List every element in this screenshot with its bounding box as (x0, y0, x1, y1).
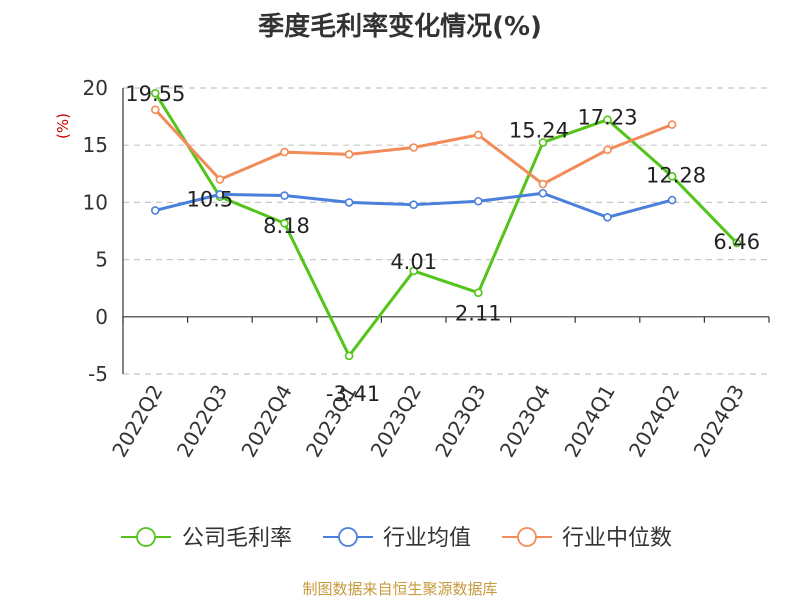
data-point (473, 288, 483, 297)
data-point (538, 188, 548, 198)
data-point (344, 198, 354, 207)
data-label: 8.18 (263, 214, 310, 238)
chart-title: 季度毛利率变化情况(%) (258, 12, 542, 42)
data-point (538, 138, 548, 147)
data-point (215, 190, 225, 199)
data-point (732, 238, 742, 248)
data-point (603, 212, 612, 222)
data-point (667, 172, 677, 181)
data-point (409, 266, 419, 276)
data-label: 10.5 (187, 188, 234, 212)
data-label: 6.46 (713, 230, 760, 254)
legend-label: 行业中位数 (562, 526, 672, 551)
data-label: 19.55 (125, 82, 185, 106)
x-tick-label: 2024Q3 (689, 381, 749, 462)
x-tick-label: 2023Q4 (495, 381, 555, 462)
data-point (344, 351, 354, 361)
data-label: 15.24 (509, 118, 569, 142)
y-tick-label: 10 (83, 190, 108, 214)
x-tick-label: 2024Q1 (559, 381, 619, 462)
data-label: -3.41 (326, 382, 380, 406)
data-point (667, 195, 677, 205)
y-tick-label: 15 (83, 133, 108, 157)
data-point (667, 120, 677, 129)
legend-label: 行业均值 (383, 526, 471, 551)
y-tick-label: -5 (88, 362, 108, 386)
x-tick-label: 2022Q3 (172, 381, 232, 462)
data-point (151, 206, 160, 215)
legend-marker (338, 527, 358, 547)
x-tick-label: 2022Q4 (236, 381, 296, 462)
x-tick-label: 2024Q2 (624, 381, 684, 462)
data-point (280, 191, 289, 200)
data-point (473, 196, 483, 206)
legend-marker (136, 527, 156, 547)
y-tick-label: 5 (95, 248, 108, 272)
data-label: 2.11 (455, 302, 502, 326)
data-point (280, 147, 289, 157)
data-point (538, 179, 548, 189)
data-label: 17.23 (577, 106, 637, 130)
data-point (603, 145, 612, 155)
data-point (409, 200, 419, 209)
data-point (215, 175, 225, 184)
data-point (280, 218, 289, 228)
x-tick-label: 2023Q3 (430, 381, 490, 462)
y-tick-label: 20 (83, 76, 108, 100)
data-point (409, 143, 419, 152)
data-label: 12.28 (646, 163, 706, 187)
y-axis-title: (%) (54, 113, 72, 139)
data-point (473, 130, 483, 140)
y-tick-label: 0 (95, 305, 108, 329)
data-source-note: 制图数据来自恒生聚源数据库 (302, 580, 498, 598)
data-point (151, 105, 160, 115)
data-point (151, 88, 160, 98)
series-line (154, 92, 738, 358)
legend-marker (517, 527, 537, 547)
legend-label: 公司毛利率 (182, 526, 292, 551)
data-label: 4.01 (390, 250, 437, 274)
x-tick-label: 2022Q2 (107, 381, 167, 462)
data-point (344, 150, 354, 159)
data-point (603, 115, 612, 124)
